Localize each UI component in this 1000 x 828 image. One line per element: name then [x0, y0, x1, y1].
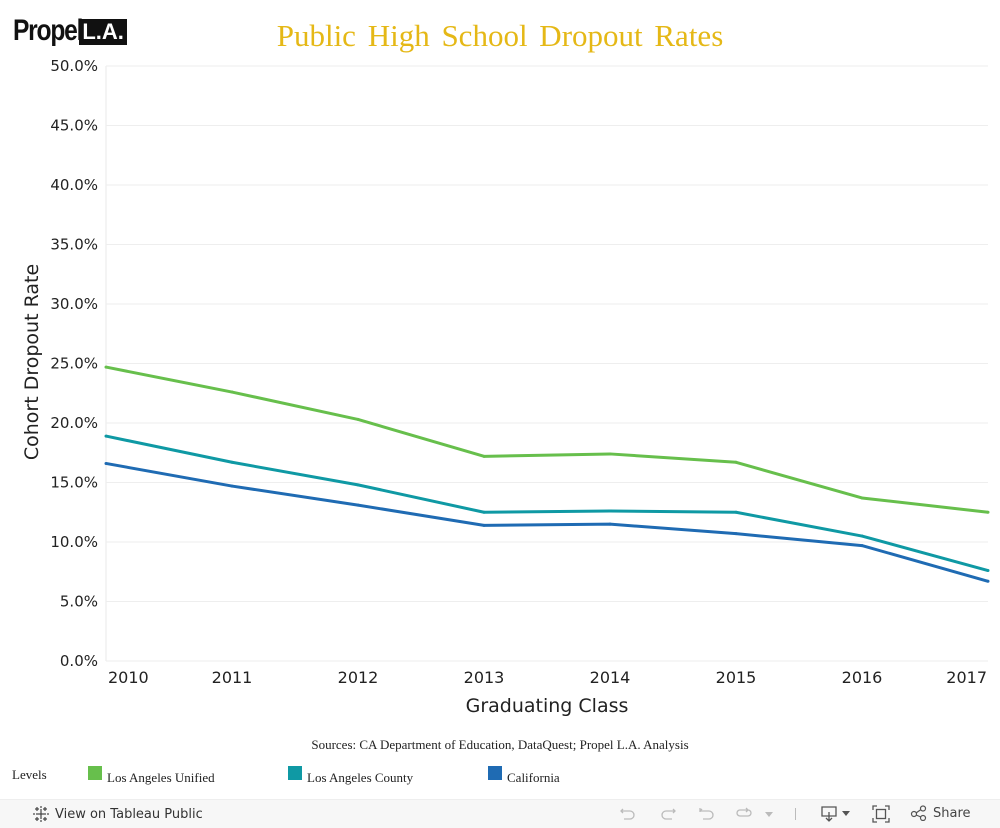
data-point[interactable] — [608, 509, 612, 513]
y-tick-label: 25.0% — [50, 355, 98, 373]
data-point[interactable] — [104, 365, 108, 369]
legend-label: Los Angeles Unified — [107, 770, 215, 785]
y-tick-label: 15.0% — [50, 474, 98, 492]
legend: Levels Los Angeles Unified Los Angeles C… — [0, 766, 1000, 786]
revert-icon[interactable] — [698, 805, 716, 823]
data-point[interactable] — [104, 461, 108, 465]
data-point[interactable] — [482, 510, 486, 514]
data-point[interactable] — [482, 454, 486, 458]
data-point[interactable] — [356, 483, 360, 487]
data-point[interactable] — [230, 390, 234, 394]
y-axis-title: Cohort Dropout Rate — [21, 264, 43, 460]
data-point[interactable] — [986, 579, 990, 583]
data-point[interactable] — [230, 484, 234, 488]
logo-text: Propel — [13, 14, 83, 47]
chart-title: Public High School Dropout Rates — [276, 18, 724, 53]
data-point[interactable] — [986, 510, 990, 514]
share-icon — [910, 805, 927, 821]
share-label: Share — [933, 805, 971, 821]
legend-swatch — [488, 766, 502, 780]
legend-swatch — [88, 766, 102, 780]
legend-label: California — [507, 770, 560, 785]
data-point[interactable] — [608, 522, 612, 526]
data-point[interactable] — [734, 460, 738, 464]
download-icon[interactable] — [820, 805, 852, 823]
y-tick-label: 5.0% — [60, 593, 98, 611]
y-tick-label: 35.0% — [50, 236, 98, 254]
y-tick-label: 10.0% — [50, 533, 98, 551]
x-tick-label: 2014 — [590, 668, 631, 687]
series-lines — [104, 365, 990, 583]
x-axis-ticks: 2010 2011 2012 2013 2014 2015 2016 2017 — [108, 668, 987, 687]
data-point[interactable] — [356, 417, 360, 421]
y-tick-label: 0.0% — [60, 652, 98, 670]
legend-item-california[interactable]: California — [488, 766, 560, 785]
x-tick-label: 2012 — [338, 668, 379, 687]
share-button[interactable]: Share — [910, 805, 971, 821]
y-tick-label: 30.0% — [50, 295, 98, 313]
y-tick-label: 40.0% — [50, 176, 98, 194]
series-line-los-angeles-county[interactable] — [105, 434, 989, 573]
propel-la-logo: Propel L.A. — [13, 12, 127, 50]
legend-title: Levels — [12, 767, 47, 782]
data-point[interactable] — [230, 460, 234, 464]
data-point[interactable] — [356, 503, 360, 507]
series-line-california[interactable] — [105, 461, 989, 583]
data-point[interactable] — [608, 452, 612, 456]
sources-note: Sources: CA Department of Education, Dat… — [311, 737, 689, 752]
tableau-toolbar: View on Tableau Public Share — [0, 799, 1000, 828]
x-tick-label: 2010 — [108, 668, 149, 687]
x-tick-label: 2015 — [716, 668, 757, 687]
data-point[interactable] — [860, 544, 864, 548]
refresh-icon[interactable] — [735, 805, 753, 823]
fullscreen-icon[interactable] — [872, 805, 890, 823]
data-point[interactable] — [860, 496, 864, 500]
y-tick-label: 45.0% — [50, 117, 98, 135]
x-tick-label: 2017 — [946, 668, 987, 687]
data-point[interactable] — [734, 510, 738, 514]
redo-icon[interactable] — [659, 805, 677, 823]
logo-mark: L.A. — [79, 19, 127, 45]
x-tick-label: 2011 — [212, 668, 253, 687]
pause-dropdown-icon[interactable] — [764, 805, 774, 823]
legend-label: Los Angeles County — [307, 770, 414, 785]
gridlines — [105, 65, 988, 662]
data-point[interactable] — [104, 434, 108, 438]
undo-icon[interactable] — [619, 805, 637, 823]
y-tick-label: 50.0% — [50, 57, 98, 75]
x-tick-label: 2013 — [464, 668, 505, 687]
x-tick-label: 2016 — [842, 668, 883, 687]
x-axis-title: Graduating Class — [466, 695, 629, 717]
legend-item-los-angeles-unified[interactable]: Los Angeles Unified — [88, 766, 215, 785]
series-line-los-angeles-unified[interactable] — [105, 365, 989, 514]
data-point[interactable] — [860, 534, 864, 538]
tableau-logo-icon — [33, 806, 49, 822]
data-point[interactable] — [986, 569, 990, 573]
toolbar-separator — [795, 808, 796, 820]
legend-swatch — [288, 766, 302, 780]
view-on-tableau-link[interactable]: View on Tableau Public — [33, 806, 203, 822]
legend-item-los-angeles-county[interactable]: Los Angeles County — [288, 766, 413, 785]
data-point[interactable] — [734, 532, 738, 536]
y-tick-label: 20.0% — [50, 414, 98, 432]
data-point[interactable] — [482, 523, 486, 527]
y-axis-ticks: 0.0% 5.0% 10.0% 15.0% 20.0% 25.0% 30.0% 35.0% 40… — [50, 57, 98, 670]
line-chart: 0.0% 5.0% 10.0% 15.0% 20.0% 25.0% 30.0% 35.0% 40… — [21, 57, 990, 717]
view-on-tableau-label: View on Tableau Public — [55, 806, 203, 822]
